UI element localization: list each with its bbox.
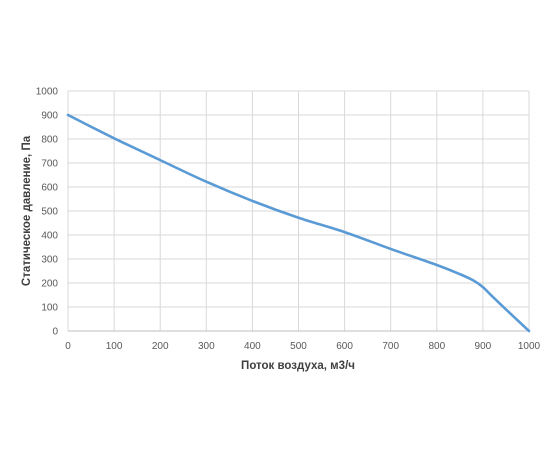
x-tick-label: 0 [65, 341, 71, 352]
tick-labels: 0 100 200 300 400 500 600 700 800 900 1000 0 100 200 3… [36, 87, 541, 353]
x-tick-label: 1000 [518, 341, 541, 352]
x-tick-label: 200 [152, 341, 169, 352]
x-tick-label: 400 [244, 341, 261, 352]
y-tick-label: 100 [41, 303, 58, 314]
y-tick-label: 0 [52, 327, 58, 338]
y-tick-label: 500 [41, 207, 58, 218]
y-tick-label: 1000 [36, 87, 59, 98]
series [66, 113, 531, 333]
y-tick-label: 300 [41, 255, 58, 266]
y-tick-label: 900 [41, 111, 58, 122]
y-tick-label: 700 [41, 159, 58, 170]
x-tick-label: 700 [382, 341, 399, 352]
series-line [66, 113, 531, 333]
x-tick-label: 300 [198, 341, 215, 352]
y-tick-label: 600 [41, 183, 58, 194]
y-tick-label: 400 [41, 231, 58, 242]
y-tick-label: 200 [41, 279, 58, 290]
x-tick-label: 500 [290, 341, 307, 352]
y-tick-label: 800 [41, 135, 58, 146]
y-axis-title: Статическое давление, Па [21, 135, 33, 286]
x-tick-label: 900 [475, 341, 492, 352]
x-axis-title: Поток воздуха, м3/ч [241, 360, 355, 372]
x-tick-label: 100 [106, 341, 123, 352]
x-tick-label: 600 [336, 341, 353, 352]
grid [67, 90, 530, 332]
x-tick-label: 800 [428, 341, 445, 352]
